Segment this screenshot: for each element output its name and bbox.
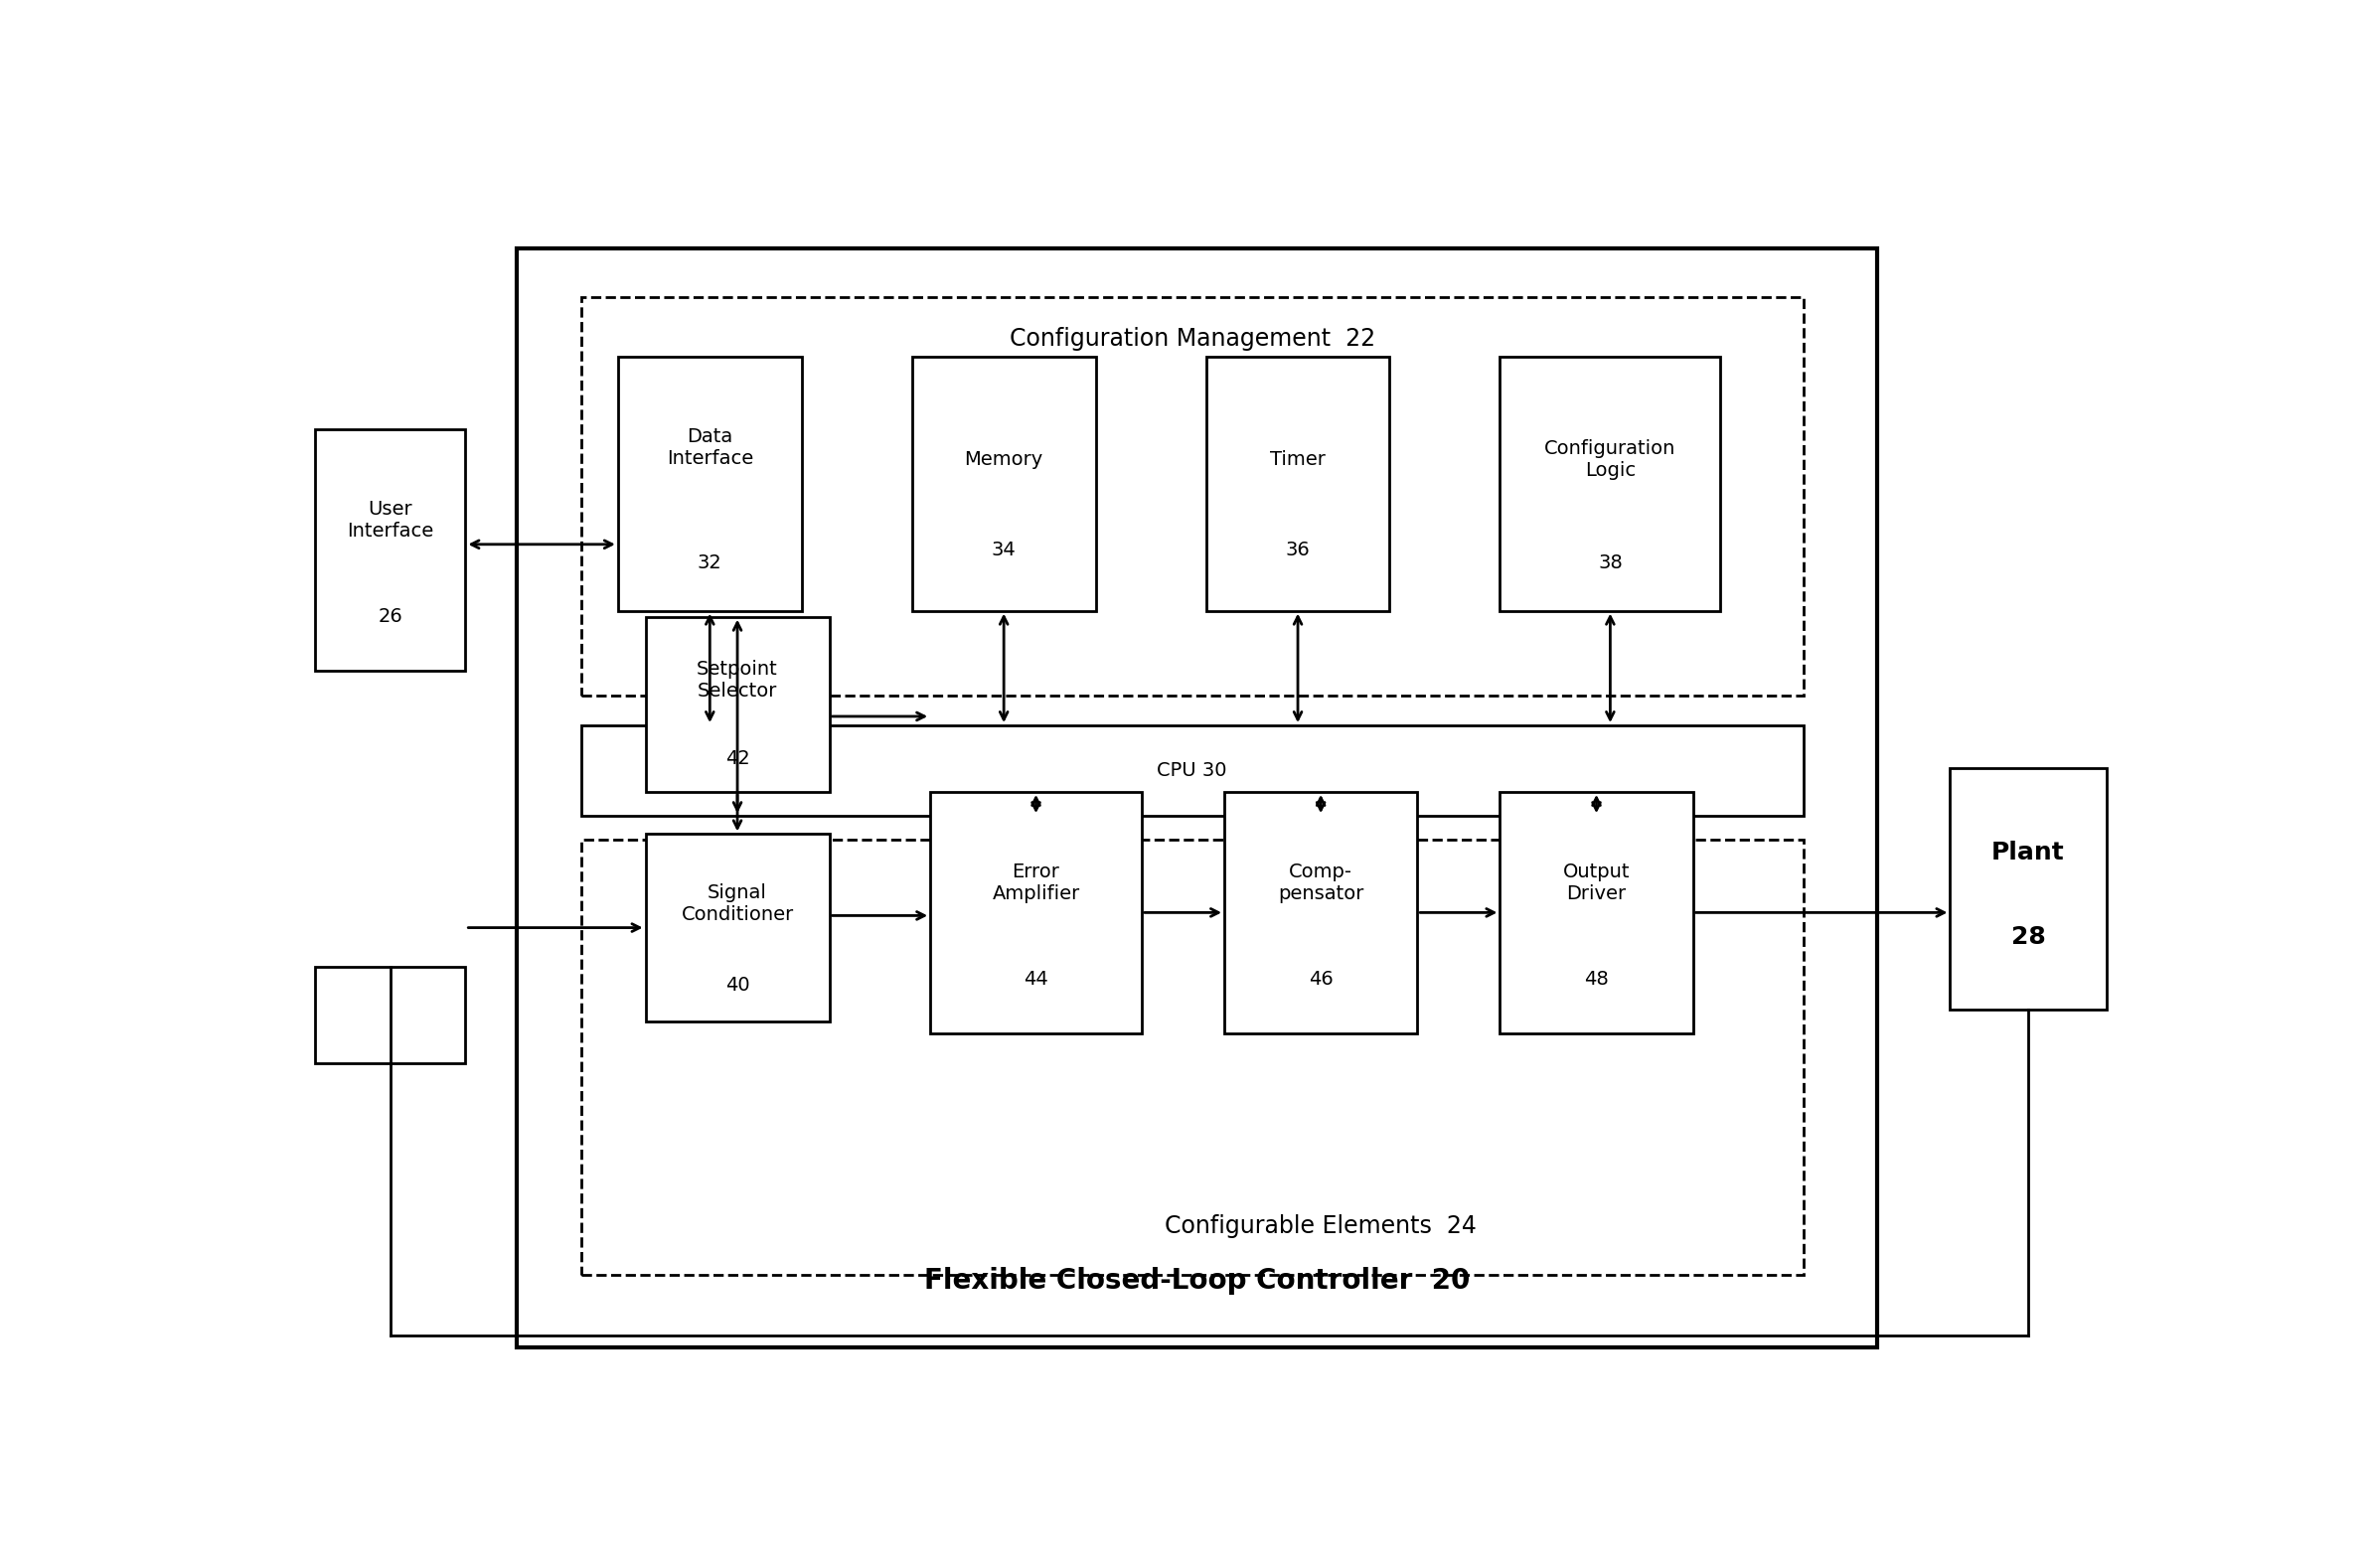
Text: User
Interface: User Interface (346, 500, 434, 541)
Text: Data
Interface: Data Interface (666, 428, 754, 469)
Text: Plant: Plant (1992, 840, 2065, 864)
Text: Error
Amplifier: Error Amplifier (991, 862, 1079, 903)
Text: 40: 40 (726, 977, 749, 996)
Text: 26: 26 (377, 607, 403, 626)
Bar (929, 792, 1143, 1033)
Text: Flexible Closed-Loop Controller  20: Flexible Closed-Loop Controller 20 (925, 1267, 1470, 1295)
Bar (1501, 358, 1721, 610)
Bar (1223, 792, 1418, 1033)
Text: 32: 32 (697, 554, 723, 572)
Bar (619, 358, 801, 610)
Text: Comp-
pensator: Comp- pensator (1278, 862, 1363, 903)
Bar (315, 967, 465, 1063)
Text: Output
Driver: Output Driver (1562, 862, 1629, 903)
Text: CPU 30: CPU 30 (1157, 762, 1228, 781)
Text: 34: 34 (991, 541, 1017, 560)
Text: Configuration
Logic: Configuration Logic (1544, 439, 1676, 480)
Bar (1501, 792, 1693, 1033)
Bar (581, 726, 1804, 815)
Bar (645, 616, 830, 792)
Text: Configurable Elements  24: Configurable Elements 24 (1164, 1215, 1477, 1239)
Bar (581, 296, 1804, 695)
Bar (913, 358, 1095, 610)
Text: 28: 28 (2011, 925, 2046, 949)
Text: 42: 42 (726, 750, 749, 768)
Text: Configuration Management  22: Configuration Management 22 (1010, 328, 1375, 351)
Text: Timer: Timer (1271, 450, 1325, 469)
Text: 44: 44 (1024, 969, 1048, 988)
Text: Memory: Memory (965, 450, 1043, 469)
Text: Setpoint
Selector: Setpoint Selector (697, 660, 778, 701)
Bar (645, 834, 830, 1021)
Bar (1949, 768, 2105, 1010)
Bar (517, 248, 1878, 1347)
Bar (315, 430, 465, 671)
Text: 46: 46 (1309, 969, 1333, 988)
Text: 36: 36 (1285, 541, 1311, 560)
Text: Signal
Conditioner: Signal Conditioner (680, 883, 794, 924)
Bar (581, 840, 1804, 1275)
Text: 38: 38 (1598, 554, 1622, 572)
Bar (1207, 358, 1389, 610)
Text: 48: 48 (1584, 969, 1608, 988)
